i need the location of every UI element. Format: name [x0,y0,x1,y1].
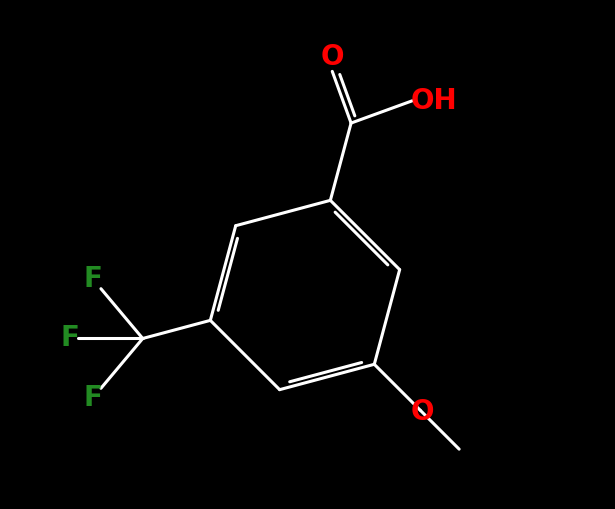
Text: O: O [410,398,434,426]
Text: F: F [84,265,102,293]
Text: OH: OH [411,87,458,115]
Text: F: F [60,324,79,352]
Text: F: F [84,384,102,412]
Text: O: O [320,43,344,71]
